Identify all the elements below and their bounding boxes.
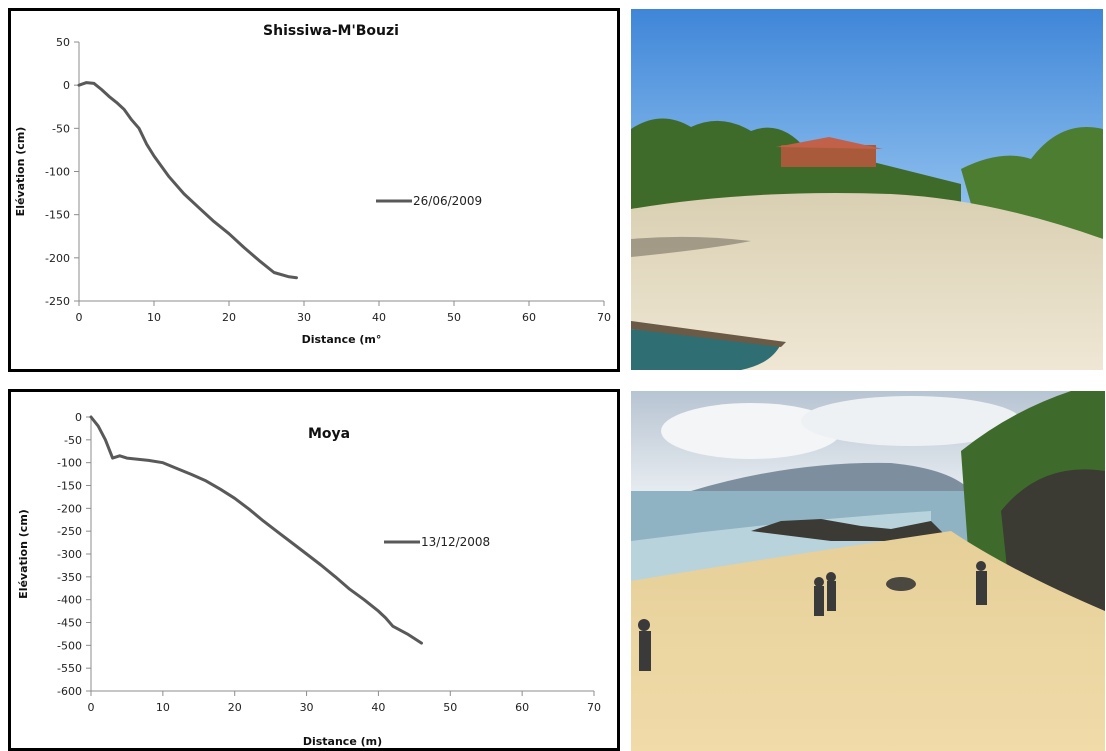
chart-panel-shissiwa: 50 0 -50 -100 -150 -200 -250 0 10 20 30 40 50 60 70 Shi… (8, 8, 620, 372)
y-tick-label: -550 (57, 662, 82, 675)
x-tick-label: 70 (597, 311, 611, 324)
x-tick-label: 30 (300, 701, 314, 714)
y-tick-label: -150 (45, 209, 70, 222)
x-tick-label: 30 (297, 311, 311, 324)
y-tick-label: 0 (63, 79, 70, 92)
legend-label: 13/12/2008 (421, 535, 490, 549)
x-tick-label: 50 (447, 311, 461, 324)
y-axis-label: Elévation (cm) (14, 127, 27, 217)
y-tick-label: -300 (57, 548, 82, 561)
y-tick-label: -500 (57, 639, 82, 652)
x-tick-label: 40 (371, 701, 385, 714)
y-tick-label: 50 (56, 36, 70, 49)
x-axis-label: Distance (m) (303, 735, 382, 748)
y-tick-label: -400 (57, 594, 82, 607)
x-axis-label: Distance (m° (302, 333, 382, 346)
chart-panel-moya: 0 -50 -100 -150 -200 -250 -300 -350 -400 -450 -500… (8, 389, 620, 751)
y-tick-label: -50 (52, 122, 70, 135)
y-tick-label: -150 (57, 480, 82, 493)
chart-title: Shissiwa-M'Bouzi (263, 23, 399, 39)
legend-label: 26/06/2009 (413, 194, 482, 208)
series-line (77, 81, 298, 280)
x-tick-label: 60 (515, 701, 529, 714)
y-axis-label: Elévation (cm) (17, 509, 30, 599)
y-tick-label: -50 (64, 434, 82, 447)
x-tick-label: 0 (88, 701, 95, 714)
y-tick-label: -250 (57, 525, 82, 538)
x-tick-label: 70 (587, 701, 601, 714)
beach-photo-moya (631, 391, 1105, 751)
x-tick-label: 60 (522, 311, 536, 324)
x-tick-label: 20 (222, 311, 236, 324)
y-tick-label: -200 (45, 252, 70, 265)
x-tick-label: 0 (76, 311, 83, 324)
y-tick-label: -600 (57, 685, 82, 698)
series-line (89, 415, 423, 645)
y-tick-label: -250 (45, 295, 70, 308)
x-tick-label: 40 (372, 311, 386, 324)
y-tick-label: -350 (57, 571, 82, 584)
y-tick-label: -100 (57, 457, 82, 470)
y-tick-label: -450 (57, 617, 82, 630)
y-tick-label: -100 (45, 166, 70, 179)
x-tick-label: 20 (228, 701, 242, 714)
chart-title: Moya (308, 426, 350, 442)
x-tick-label: 50 (443, 701, 457, 714)
y-tick-label: -200 (57, 502, 82, 515)
chart-shissiwa: 50 0 -50 -100 -150 -200 -250 0 10 20 30 40 50 60 70 Shi… (14, 23, 611, 346)
chart-moya: 0 -50 -100 -150 -200 -250 -300 -350 -400 -450 -500… (17, 411, 601, 748)
x-tick-label: 10 (147, 311, 161, 324)
beach-photo-shissiwa (631, 9, 1103, 370)
y-tick-label: 0 (75, 411, 82, 424)
x-tick-label: 10 (156, 701, 170, 714)
